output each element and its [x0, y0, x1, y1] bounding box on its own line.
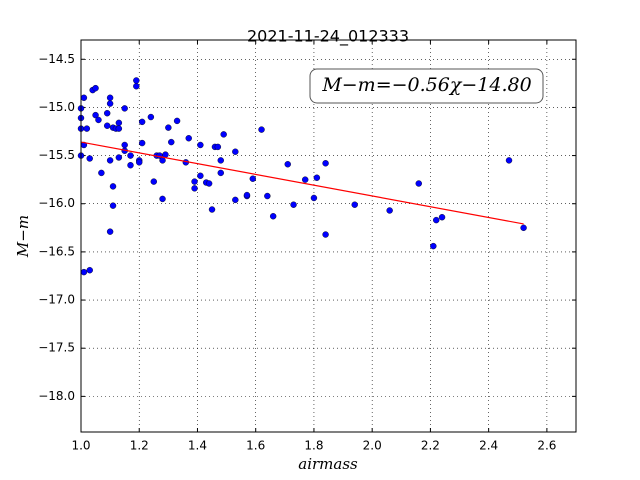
- y-tick-label: −15.0: [38, 100, 75, 114]
- x-tick-label: 1.2: [130, 439, 149, 453]
- point: [208, 206, 216, 213]
- point: [115, 119, 123, 127]
- point: [165, 124, 172, 131]
- y-tick-label: −16.5: [38, 244, 75, 258]
- point: [520, 224, 527, 232]
- y-tick-label: −14.5: [38, 52, 75, 66]
- point: [133, 83, 140, 90]
- point: [133, 77, 140, 84]
- point: [310, 194, 318, 202]
- point: [136, 159, 143, 166]
- point: [115, 125, 123, 132]
- point: [127, 162, 134, 169]
- point: [243, 191, 251, 199]
- point: [313, 174, 321, 181]
- annotation-box: [309, 68, 544, 104]
- point: [433, 216, 440, 224]
- point: [121, 141, 128, 149]
- y-tick-label: −15.5: [38, 148, 75, 162]
- point: [232, 196, 239, 204]
- x-tick-label: 2.4: [479, 439, 498, 453]
- point: [150, 178, 157, 185]
- point: [505, 157, 513, 164]
- point: [86, 266, 93, 274]
- point: [106, 228, 114, 235]
- point: [138, 139, 146, 147]
- point: [86, 155, 93, 162]
- point: [249, 175, 256, 182]
- point: [127, 152, 134, 159]
- annotation: M−m=−0.56χ−14.80: [321, 74, 531, 96]
- x-tick-label: 2.2: [421, 439, 440, 453]
- point: [290, 201, 297, 208]
- x-tick-label: 2.6: [537, 439, 556, 453]
- point: [232, 148, 239, 155]
- point: [214, 143, 222, 151]
- point: [147, 113, 155, 121]
- plot-frame: [80, 39, 577, 433]
- point: [106, 157, 114, 164]
- point: [104, 109, 111, 117]
- y-tick-label: −17.5: [38, 341, 75, 355]
- point: [109, 202, 117, 209]
- point: [191, 178, 198, 185]
- point: [217, 157, 224, 164]
- chart-title: 2021-11-24_012333: [247, 27, 409, 47]
- point: [92, 111, 99, 119]
- point: [104, 122, 111, 129]
- x-tick-label: 2.0: [363, 439, 382, 453]
- point: [159, 157, 166, 164]
- x-tick-label: 1.4: [188, 439, 207, 453]
- point: [173, 117, 181, 125]
- point: [302, 176, 309, 183]
- point: [269, 213, 277, 220]
- y-tick-label: −17.0: [38, 293, 75, 307]
- point: [284, 161, 291, 168]
- point: [217, 169, 224, 177]
- point: [351, 201, 358, 208]
- point: [106, 94, 114, 101]
- point: [106, 100, 114, 107]
- point: [115, 154, 123, 161]
- point: [80, 268, 88, 276]
- fit-line: [80, 141, 524, 225]
- point: [191, 185, 198, 192]
- point: [185, 135, 192, 142]
- point: [121, 105, 128, 112]
- point: [415, 180, 422, 187]
- point: [80, 94, 88, 101]
- y-tick-label: −16.0: [38, 196, 75, 210]
- x-axis-label: airmass: [298, 455, 358, 473]
- point: [386, 207, 393, 214]
- x-tick-label: 1.8: [304, 439, 323, 453]
- point: [322, 160, 329, 167]
- point: [322, 231, 329, 238]
- point: [98, 169, 105, 177]
- x-tick-label: 1.6: [246, 439, 265, 453]
- point: [205, 180, 213, 187]
- x-tick-label: 1.0: [71, 439, 90, 453]
- point: [438, 214, 446, 221]
- point: [168, 138, 175, 146]
- point: [258, 126, 265, 133]
- point: [138, 118, 146, 126]
- point: [92, 84, 99, 92]
- point: [109, 183, 117, 190]
- point: [264, 192, 271, 200]
- point: [430, 242, 437, 250]
- point: [197, 141, 204, 149]
- y-tick-label: −18.0: [38, 389, 75, 403]
- point: [83, 125, 91, 132]
- point: [197, 172, 204, 180]
- point: [95, 116, 102, 124]
- y-axis-label: M−m: [14, 215, 32, 258]
- point: [159, 195, 166, 203]
- point: [220, 131, 227, 138]
